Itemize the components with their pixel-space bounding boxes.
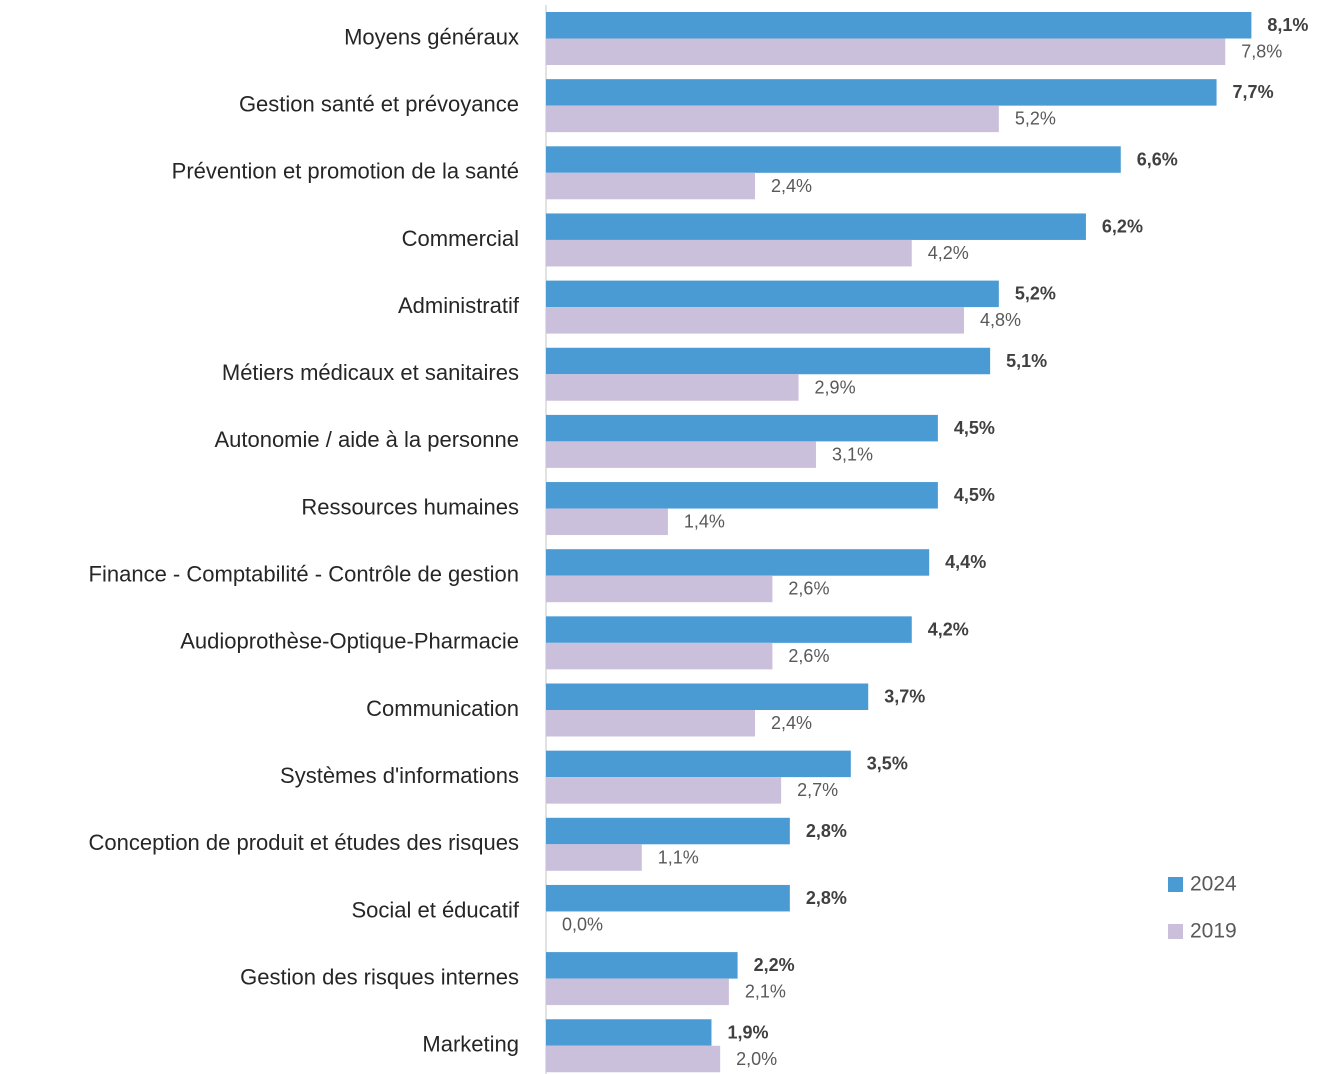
value-label: 4,5% [954, 485, 995, 505]
category-label: Conception de produit et études des risq… [88, 830, 519, 855]
value-label: 5,2% [1015, 284, 1056, 304]
bar [546, 239, 912, 267]
value-label: 4,2% [928, 243, 969, 263]
value-label: 7,8% [1241, 42, 1282, 62]
bar [546, 146, 1121, 173]
value-label: 3,5% [867, 754, 908, 774]
bar [546, 38, 1226, 65]
category-label: Autonomie / aide à la personne [214, 427, 519, 452]
legend-swatch [1168, 924, 1183, 939]
category-label: Ressources humaines [301, 494, 519, 519]
category-label: Prévention et promotion de la santé [172, 159, 519, 184]
bar [546, 280, 999, 308]
value-label: 3,7% [884, 687, 925, 707]
bar [546, 844, 642, 871]
category-label: Gestion santé et prévoyance [239, 91, 519, 116]
value-label: 8,1% [1267, 15, 1308, 35]
bar [546, 978, 729, 1006]
legend-label: 2019 [1190, 920, 1237, 943]
bar [546, 482, 938, 509]
bar [546, 750, 851, 778]
bar [546, 1019, 712, 1046]
bar [546, 414, 938, 442]
value-label: 4,2% [928, 619, 969, 639]
bar [546, 172, 756, 200]
bar [546, 374, 799, 401]
value-label: 6,2% [1102, 216, 1143, 236]
category-label: Moyens généraux [344, 24, 519, 49]
value-label: 6,6% [1137, 149, 1178, 169]
bar [546, 952, 738, 979]
category-label: Social et éducatif [351, 897, 519, 922]
bar [546, 79, 1217, 106]
category-label: Administratif [398, 293, 520, 318]
category-label: Audioprothèse-Optique-Pharmacie [180, 629, 519, 654]
value-label: 3,1% [832, 444, 873, 464]
value-label: 2,6% [788, 579, 829, 599]
bar [546, 884, 790, 912]
value-label: 1,1% [658, 847, 699, 867]
value-label: 2,4% [771, 176, 812, 196]
bar [546, 683, 869, 710]
bar [546, 347, 991, 375]
value-label: 2,8% [806, 821, 847, 841]
bar [546, 441, 816, 468]
bar [546, 575, 773, 603]
bar [546, 616, 912, 643]
category-label: Communication [366, 696, 519, 721]
bar [546, 508, 668, 536]
value-label: 4,8% [980, 310, 1021, 330]
value-label: 2,1% [745, 982, 786, 1002]
value-label: 4,4% [945, 552, 986, 572]
value-label: 2,4% [771, 713, 812, 733]
category-label: Finance - Comptabilité - Contrôle de ges… [89, 562, 519, 587]
category-label: Systèmes d'informations [280, 763, 519, 788]
value-label: 0,0% [562, 914, 603, 934]
legend-label: 2024 [1190, 873, 1237, 896]
bar [546, 12, 1252, 39]
bar [546, 642, 773, 670]
bar [546, 307, 965, 334]
bar [546, 710, 756, 737]
value-label: 1,4% [684, 512, 725, 532]
category-label: Commercial [402, 226, 519, 251]
bar [546, 213, 1086, 240]
legend-swatch [1168, 877, 1183, 892]
value-label: 4,5% [954, 418, 995, 438]
category-label: Marketing [422, 1032, 519, 1057]
value-label: 7,7% [1233, 82, 1274, 102]
value-label: 2,9% [815, 377, 856, 397]
category-label: Métiers médicaux et sanitaires [222, 360, 519, 385]
bar [546, 777, 782, 804]
value-label: 2,6% [788, 646, 829, 666]
bar [546, 549, 930, 576]
category-label: Gestion des risques internes [240, 964, 519, 989]
bar [546, 1045, 721, 1073]
bar [546, 105, 999, 133]
value-label: 2,2% [754, 955, 795, 975]
value-label: 5,2% [1015, 109, 1056, 129]
value-label: 2,0% [736, 1049, 777, 1069]
value-label: 5,1% [1006, 351, 1047, 371]
bar [546, 817, 790, 845]
value-label: 1,9% [727, 1022, 768, 1042]
value-label: 2,7% [797, 780, 838, 800]
value-label: 2,8% [806, 888, 847, 908]
